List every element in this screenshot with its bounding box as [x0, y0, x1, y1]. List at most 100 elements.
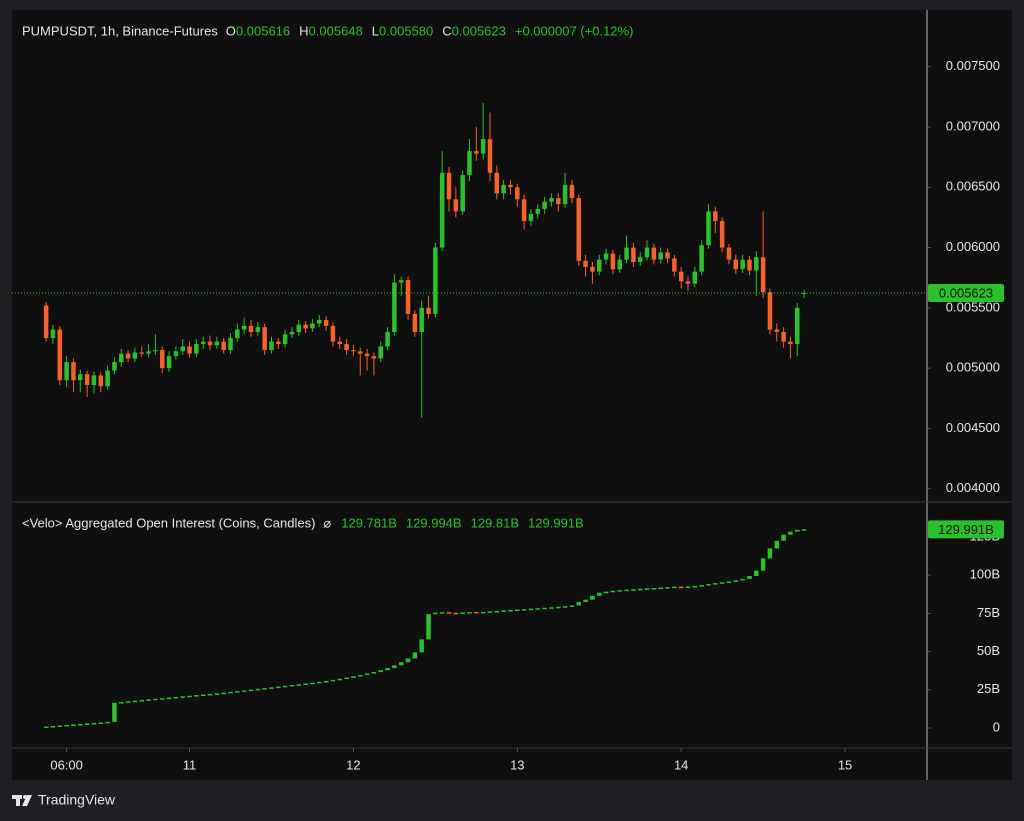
- candle-body: [269, 341, 274, 351]
- oi-candle: [398, 662, 404, 666]
- candle-body: [508, 184, 513, 188]
- candle-body: [105, 370, 110, 387]
- oi-candle: [337, 678, 343, 681]
- oi-candle: [583, 599, 588, 602]
- oi-candle: [112, 702, 117, 722]
- oi-candle: [146, 699, 151, 701]
- candle-body: [562, 184, 568, 205]
- legend-value: 129.991B: [528, 515, 584, 530]
- candle-body: [760, 257, 766, 293]
- oi-candle: [207, 693, 213, 696]
- oi-candle: [719, 582, 725, 584]
- candle-body: [460, 175, 465, 212]
- candle-body: [317, 319, 322, 324]
- oi-candle: [323, 680, 329, 683]
- y-tick-label: 75B: [977, 605, 1000, 620]
- candle-body: [43, 305, 49, 338]
- candle-body: [166, 356, 172, 369]
- oi-candle: [747, 575, 752, 580]
- oi-candle: [508, 610, 513, 612]
- candle-body: [200, 341, 206, 345]
- oi-candle: [269, 687, 274, 689]
- x-tick-label: 06:00: [50, 757, 83, 772]
- oi-candle: [733, 580, 739, 582]
- oi-candle: [754, 570, 759, 576]
- oi-candle: [460, 612, 465, 614]
- candle-body: [153, 350, 158, 352]
- y-tick-label: 0.004000: [946, 480, 1000, 495]
- oi-candle: [84, 723, 90, 725]
- candle-body: [596, 259, 602, 272]
- candle-body: [194, 344, 199, 354]
- oi-candle: [296, 684, 302, 686]
- candle-body: [248, 325, 254, 332]
- candle-body: [480, 139, 486, 154]
- candle-body: [139, 352, 144, 354]
- candle-body: [644, 247, 650, 258]
- oi-candle: [535, 608, 541, 610]
- oi-candle: [364, 673, 370, 676]
- candle-body: [364, 353, 370, 357]
- oi-candle: [494, 610, 500, 613]
- oi-candle: [788, 531, 793, 535]
- candle-body: [84, 374, 90, 386]
- oi-candle: [467, 612, 472, 614]
- candle-body: [146, 351, 151, 354]
- oi-candle: [276, 686, 281, 689]
- candle-body: [521, 199, 527, 222]
- oi-candle: [119, 702, 124, 704]
- candle-body: [494, 172, 500, 194]
- oi-candle: [371, 672, 377, 674]
- candle-body: [767, 292, 773, 330]
- oi-candle: [596, 592, 602, 596]
- oi-candle: [248, 689, 254, 692]
- tradingview-logo: [12, 795, 32, 806]
- candle-body: [487, 139, 493, 173]
- candle-body: [590, 266, 595, 272]
- oi-candle: [91, 722, 97, 725]
- oi-candle: [159, 698, 165, 700]
- candle-body: [549, 198, 554, 202]
- candle-body: [433, 247, 438, 314]
- legend-text: L: [372, 23, 379, 38]
- oi-candle: [439, 612, 445, 614]
- oi-candle: [57, 725, 63, 728]
- oi-candle: [228, 691, 233, 694]
- oi-candle: [125, 701, 131, 703]
- oi-candle: [330, 679, 336, 682]
- oi-candle: [685, 586, 691, 588]
- candle-body: [733, 259, 739, 270]
- candle-body: [57, 329, 63, 381]
- candle-body: [303, 324, 308, 329]
- legend-text: H: [299, 23, 308, 38]
- last-value-box: [928, 520, 1004, 539]
- oi-candle: [43, 726, 49, 728]
- oi-candle: [385, 668, 390, 671]
- candle-body: [719, 221, 725, 248]
- candle-body: [665, 252, 670, 259]
- oi-candle: [105, 721, 110, 724]
- candle-body: [685, 281, 691, 284]
- candle-body: [747, 259, 752, 271]
- oi-candle: [310, 682, 315, 685]
- candle-body: [405, 280, 411, 314]
- candle-body: [692, 271, 698, 284]
- oi-candle: [480, 611, 486, 614]
- candle-body: [781, 331, 786, 342]
- oi-candle: [221, 692, 226, 695]
- y-tick-label: 50B: [977, 643, 1000, 658]
- candle-body: [119, 353, 124, 363]
- x-tick-label: 11: [183, 757, 197, 772]
- candle-body: [515, 187, 520, 200]
- candle-body: [207, 341, 213, 346]
- oi-candle: [624, 589, 629, 592]
- candle-body: [392, 282, 397, 332]
- oi-candle: [344, 677, 349, 680]
- oi-candle: [351, 676, 356, 678]
- oi-candle: [187, 695, 192, 698]
- candle-body: [214, 341, 220, 346]
- candle-body: [788, 341, 793, 345]
- candle-body: [173, 351, 179, 357]
- candle-body: [624, 247, 629, 260]
- legend-value: 129.81B: [471, 515, 519, 530]
